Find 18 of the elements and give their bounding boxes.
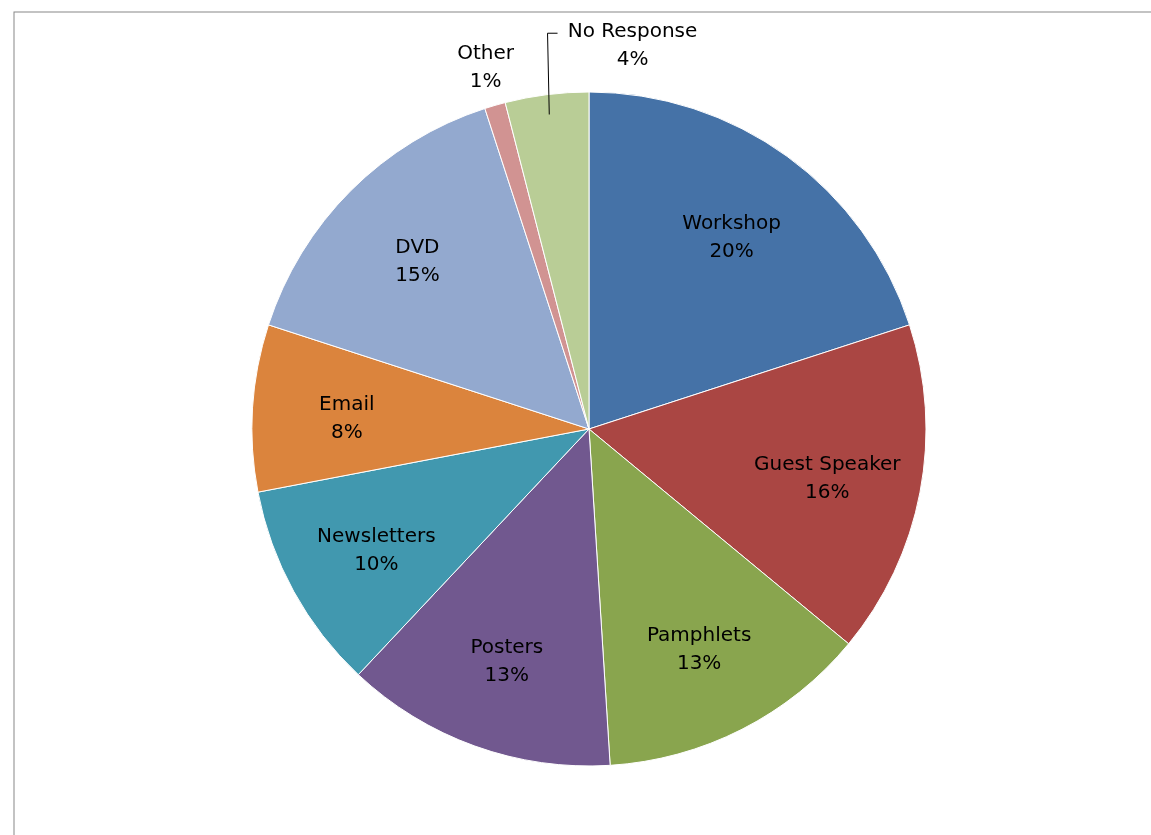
data-label: 8% bbox=[330, 418, 363, 443]
data-label: 15% bbox=[395, 262, 440, 287]
slice-label: Guest Speaker bbox=[754, 451, 902, 476]
data-label: 4% bbox=[616, 46, 649, 71]
data-label: 1% bbox=[469, 68, 502, 93]
slice-label: Workshop bbox=[682, 209, 781, 234]
slice-label: Newsletters bbox=[317, 522, 436, 547]
data-label: 20% bbox=[709, 237, 754, 262]
slice-label: Pamphlets bbox=[646, 622, 752, 647]
data-label: 10% bbox=[354, 550, 399, 575]
slice-label: DVD bbox=[395, 234, 440, 259]
slice-label: No Response bbox=[567, 18, 698, 43]
data-label: 13% bbox=[676, 650, 722, 675]
data-label: 16% bbox=[805, 479, 850, 504]
data-label: 13% bbox=[484, 662, 530, 687]
slice-label: Posters bbox=[470, 634, 544, 659]
slice-label: Other bbox=[457, 40, 515, 65]
slice-label: Email bbox=[319, 390, 375, 415]
